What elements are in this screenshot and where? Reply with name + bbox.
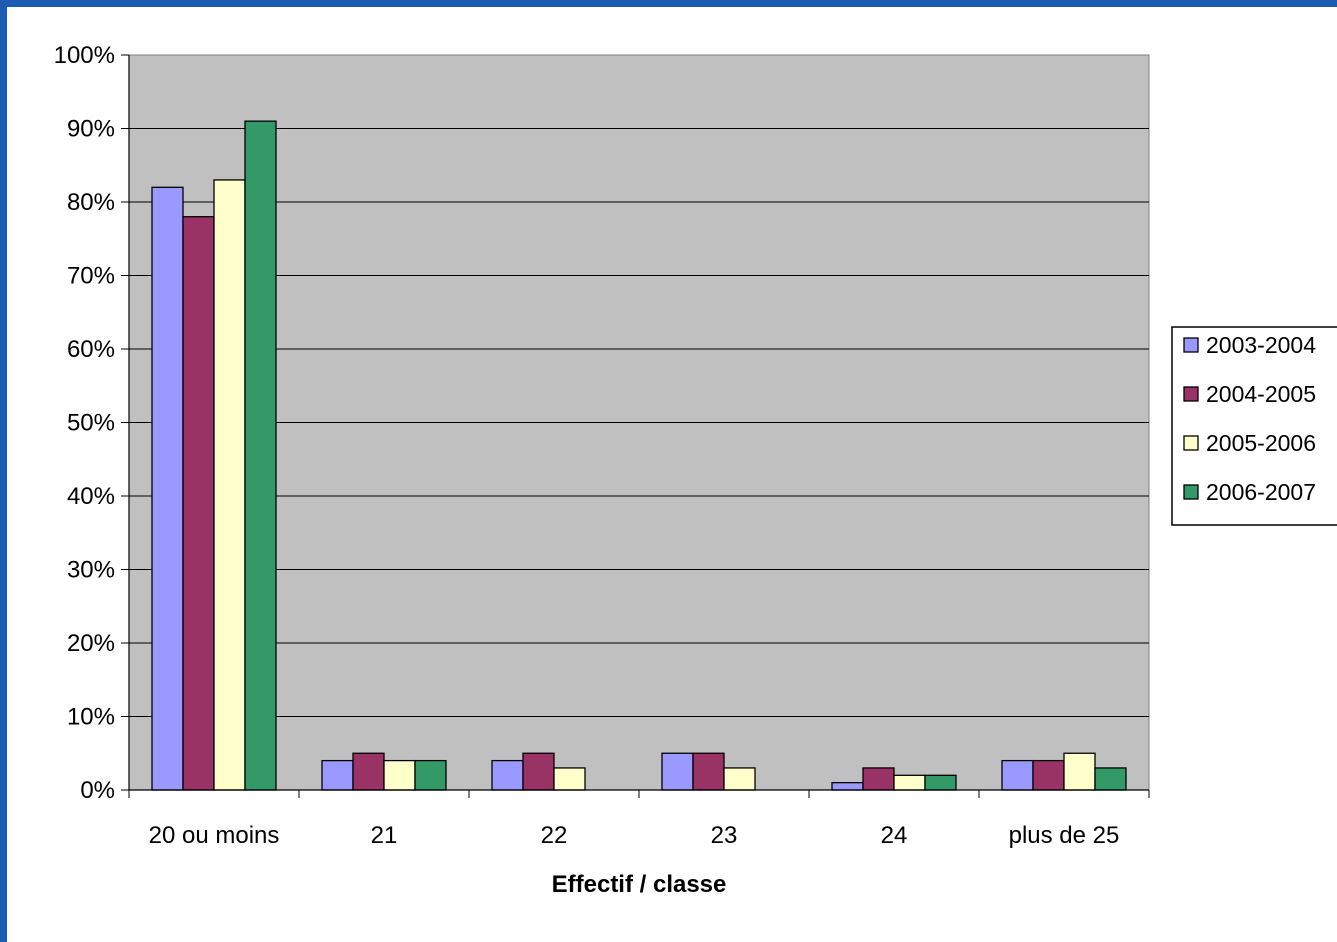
y-tick-label: 0%: [80, 777, 115, 804]
bar: [213, 179, 246, 791]
bar: [352, 752, 385, 791]
y-tick-label: 50%: [67, 410, 115, 437]
bar: [862, 767, 895, 791]
bar: [522, 752, 555, 791]
bar: [831, 782, 864, 791]
bar: [924, 774, 957, 791]
legend-swatch: [1183, 435, 1199, 451]
legend-swatch: [1183, 484, 1199, 500]
bar: [182, 216, 215, 791]
gridlines: [129, 128, 1149, 717]
y-tick-label: 30%: [67, 557, 115, 584]
x-tick-label: 21: [371, 822, 398, 849]
y-tick-label: 10%: [67, 704, 115, 731]
bar: [553, 767, 586, 791]
x-tick-labels: 20 ou moins 21 22 23 24 plus de 25: [149, 822, 1120, 849]
chart-frame: 0% 10% 20% 30% 40% 50% 60% 70% 80% 90% 100% 20 ou …: [7, 7, 1337, 942]
y-tick-label: 70%: [67, 263, 115, 290]
bar: [151, 186, 184, 791]
x-tick-label: plus de 25: [1009, 822, 1120, 849]
bar: [1063, 752, 1096, 791]
bar: [893, 774, 926, 791]
bars: [151, 120, 1127, 791]
y-tick-label: 20%: [67, 630, 115, 657]
x-tick-label: 20 ou moins: [149, 822, 280, 849]
y-tick-label: 80%: [67, 189, 115, 216]
x-tick-label: 22: [541, 822, 568, 849]
x-tick-label: 24: [881, 822, 908, 849]
x-tick-label: 23: [711, 822, 738, 849]
bar-chart: 0% 10% 20% 30% 40% 50% 60% 70% 80% 90% 100% 20 ou …: [54, 42, 1337, 898]
bar: [661, 752, 694, 791]
bar: [1032, 759, 1065, 791]
bar: [321, 759, 354, 791]
bar: [414, 759, 447, 791]
legend-swatch: [1183, 386, 1199, 402]
legend-label: 2004-2005: [1206, 381, 1316, 407]
y-tick-label: 60%: [67, 336, 115, 363]
y-tick-label: 90%: [67, 116, 115, 143]
y-tick-labels: 0% 10% 20% 30% 40% 50% 60% 70% 80% 90% 100%: [54, 42, 115, 804]
y-tick-label: 100%: [54, 42, 115, 69]
bar: [692, 752, 725, 791]
bar: [244, 120, 277, 791]
bar: [1094, 767, 1127, 791]
axes: [121, 54, 1150, 798]
bar: [383, 759, 416, 791]
bar: [1001, 759, 1034, 791]
legend-label: 2003-2004: [1206, 332, 1316, 358]
legend-label: 2005-2006: [1206, 430, 1316, 456]
x-axis-title: Effectif / classe: [552, 871, 727, 898]
legend-label: 2006-2007: [1206, 479, 1316, 505]
y-tick-label: 40%: [67, 483, 115, 510]
bar: [491, 759, 524, 791]
legend-swatch: [1183, 337, 1199, 353]
legend: 2003-2004 2004-2005 2005-2006 2006-2007: [1171, 326, 1337, 526]
legend-box: [1171, 326, 1337, 526]
bar: [723, 767, 756, 791]
